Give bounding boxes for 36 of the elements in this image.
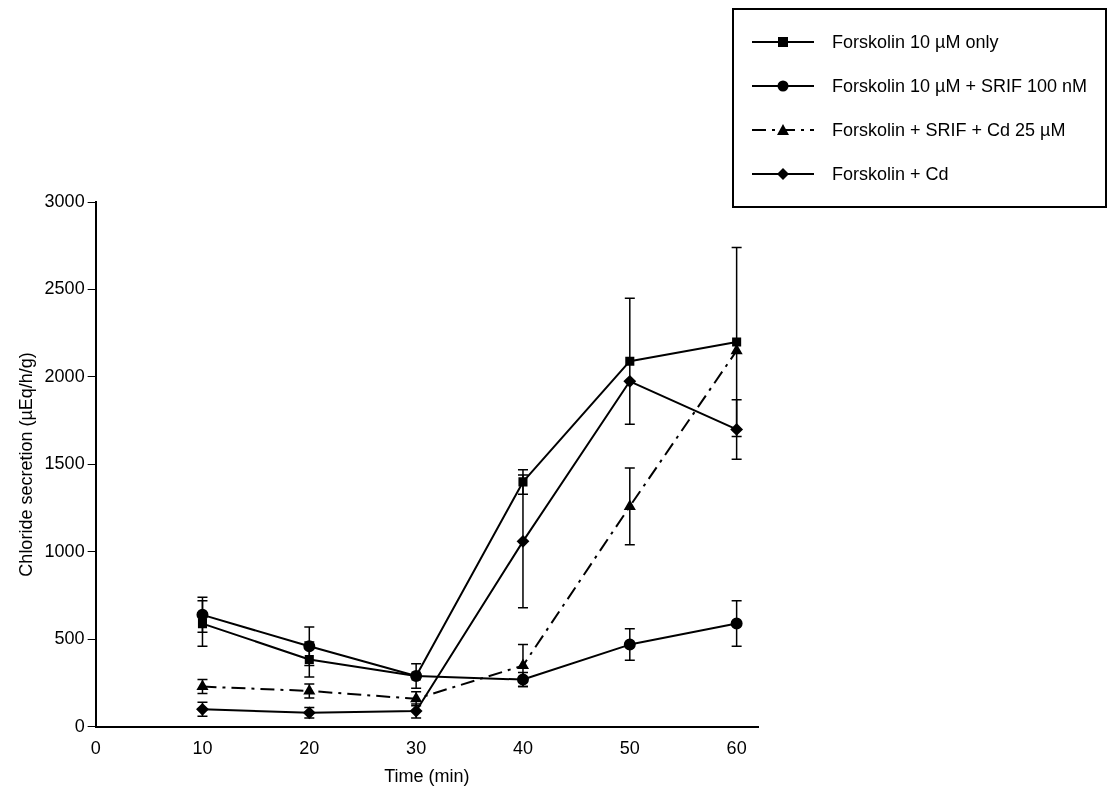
point: [197, 619, 208, 629]
x-tick-label: 60: [726, 737, 747, 758]
y-tick-label: 500: [54, 628, 85, 649]
point: [303, 684, 315, 695]
x-tick-label: 50: [619, 737, 640, 758]
x-tick-label: 30: [406, 737, 427, 758]
legend-label: Forskolin + SRIF + Cd 25 µM: [832, 119, 1066, 141]
point: [732, 337, 742, 347]
y-tick-label: 1500: [44, 453, 85, 474]
point: [516, 535, 529, 548]
point: [518, 477, 528, 487]
y-tick-label: 2000: [44, 365, 85, 386]
point: [730, 423, 743, 436]
x-axis-title: Time (min): [384, 766, 470, 787]
y-tick-label: 0: [74, 715, 85, 736]
legend-label: Forskolin + Cd: [832, 163, 949, 185]
point: [624, 500, 636, 510]
point: [197, 680, 208, 691]
point: [304, 654, 314, 664]
x-tick-label: 10: [192, 737, 213, 758]
point: [303, 640, 316, 653]
point: [623, 375, 636, 388]
y-axis-title: Chloride secretion (µEq/h/g): [15, 352, 36, 577]
x-tick-label: 0: [90, 737, 101, 758]
x-tick-label: 40: [512, 737, 533, 758]
point: [517, 659, 529, 670]
point: [623, 638, 636, 651]
point: [410, 692, 422, 703]
x-tick-label: 20: [299, 737, 320, 758]
y-tick-label: 1000: [44, 540, 85, 561]
y-tick-label: 2500: [44, 278, 85, 299]
y-tick-label: 3000: [44, 190, 85, 211]
legend-label: Forskolin 10 µM + SRIF 100 nM: [832, 75, 1087, 97]
legend-label: Forskolin 10 µM only: [832, 31, 999, 53]
point: [730, 617, 743, 630]
point: [625, 356, 635, 366]
